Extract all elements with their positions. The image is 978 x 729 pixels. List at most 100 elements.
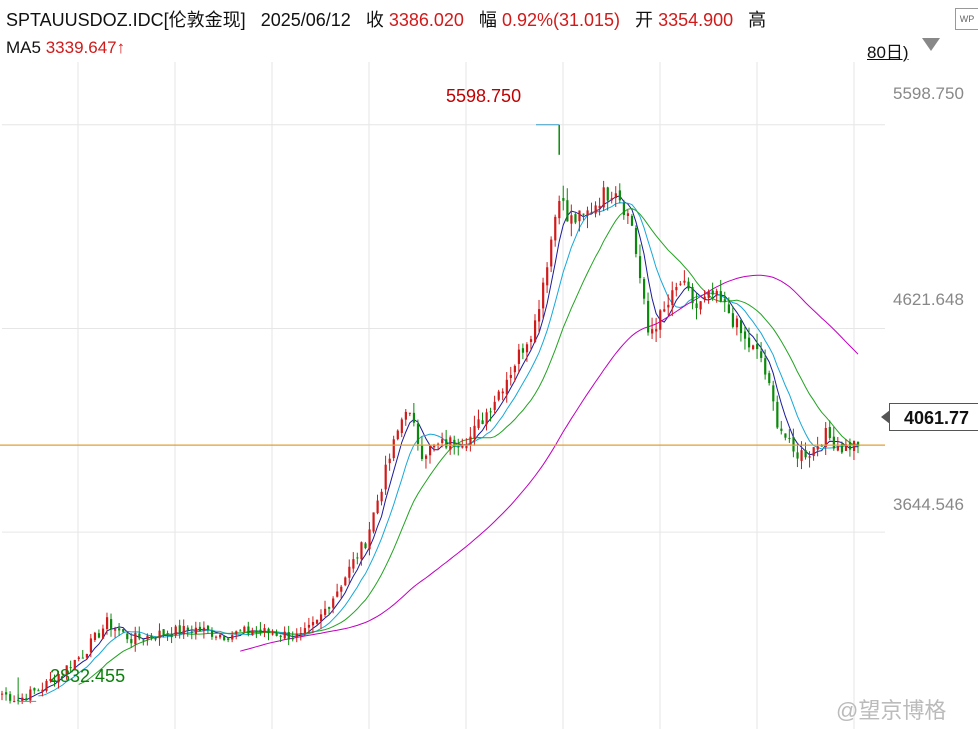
candle [170, 627, 173, 644]
candle-body [356, 557, 359, 559]
chart-header: SPTAUUSDOZ.IDC[伦敦金现] 2025/06/12 收 3386.0… [6, 6, 766, 32]
candle [792, 428, 795, 458]
candle [376, 494, 379, 515]
candle [671, 281, 674, 317]
candle [324, 600, 327, 618]
candle-body [429, 445, 432, 456]
wp-badge-icon[interactable]: WP [955, 8, 978, 30]
candle [404, 409, 407, 426]
candle-body [215, 636, 218, 638]
candle [69, 660, 72, 673]
candle [857, 441, 860, 454]
candle-body [481, 420, 484, 424]
candle-body [610, 198, 613, 201]
candle [93, 631, 97, 642]
candle [150, 633, 153, 641]
candle [5, 687, 8, 701]
candle [723, 291, 726, 312]
candle-body [134, 632, 137, 645]
symbol-name: SPTAUUSDOZ.IDC[伦敦金现] [6, 10, 246, 30]
candle-body [840, 443, 844, 453]
candle [634, 225, 638, 258]
candle-body [424, 455, 428, 459]
candle [243, 625, 246, 633]
candle-body [739, 320, 743, 334]
candle [594, 201, 597, 218]
candle-body [489, 411, 492, 413]
candle-body [13, 700, 16, 702]
candle [29, 686, 32, 704]
candle [21, 693, 24, 705]
candle [352, 552, 355, 573]
candle [9, 691, 12, 704]
candle [776, 395, 779, 429]
candle [166, 630, 169, 641]
candle [505, 372, 508, 403]
candle-body [437, 443, 440, 445]
candle-body [501, 391, 504, 394]
candle [525, 342, 529, 362]
chevron-down-icon[interactable] [922, 38, 940, 51]
candle [731, 306, 735, 329]
candle [836, 436, 840, 452]
candle [529, 335, 533, 350]
candle-body [768, 373, 771, 384]
ma-label: MA5 [6, 38, 41, 57]
candle-body [630, 215, 634, 226]
candle-body [69, 667, 72, 669]
candle-body [703, 296, 706, 300]
candle-body [618, 190, 621, 201]
candle-body [344, 577, 347, 586]
candle [215, 635, 218, 641]
candle-body [158, 630, 161, 639]
candle [412, 403, 416, 427]
candle-body [384, 464, 387, 490]
candle-body [146, 635, 149, 640]
candle-body [590, 212, 593, 214]
candle [695, 292, 698, 320]
candle [485, 408, 488, 431]
candle [852, 440, 856, 461]
candle-body [747, 337, 751, 348]
candle [630, 214, 634, 227]
candle-body [295, 633, 298, 638]
candle-body [73, 659, 76, 670]
candle-body [614, 193, 617, 199]
candle-body [166, 633, 169, 635]
y-tick-label: 3644.546 [893, 495, 964, 514]
candle-body [142, 639, 145, 641]
candle [146, 633, 149, 646]
candle-body [533, 320, 537, 342]
candle-body [671, 290, 674, 306]
candle [122, 628, 125, 633]
candle [295, 628, 298, 643]
candle-body [114, 629, 117, 631]
y-tick-label: 5598.750 [893, 84, 964, 103]
candle [715, 288, 718, 303]
candle-body [788, 437, 791, 439]
candle [638, 244, 642, 284]
candle-body [412, 412, 416, 423]
candle [41, 682, 44, 697]
candle [610, 191, 613, 204]
candle-body [239, 630, 242, 632]
candle-body [731, 313, 735, 327]
candle [727, 297, 730, 314]
candle-body [848, 441, 852, 450]
candle-body [279, 635, 282, 637]
candle-body [319, 614, 323, 622]
period-selector[interactable]: 80日) [867, 43, 909, 62]
candle-body [582, 213, 585, 215]
candle [618, 183, 621, 204]
candle-body [53, 679, 56, 682]
candle-body [497, 391, 500, 400]
candle-body [812, 447, 815, 457]
candle-body [61, 673, 64, 675]
candle-body [190, 631, 193, 633]
candle-body [283, 631, 286, 639]
close-value: 3386.020 [388, 10, 464, 30]
candle [328, 606, 331, 616]
candle-body [711, 290, 714, 295]
candle-body [659, 310, 662, 330]
candle [828, 420, 831, 440]
